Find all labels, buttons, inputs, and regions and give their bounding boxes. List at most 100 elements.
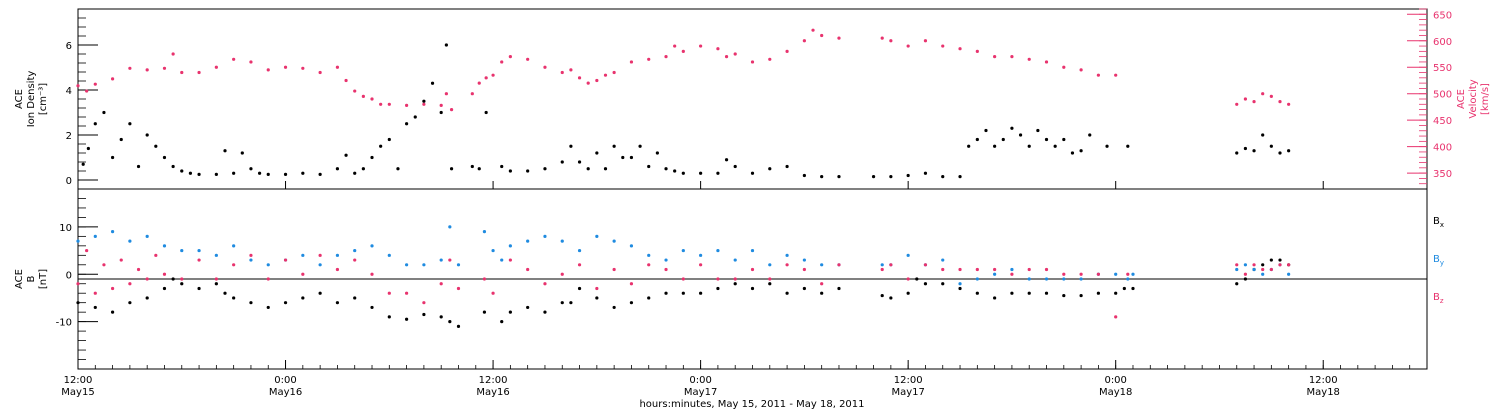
bx-point [802, 286, 806, 291]
density-point [444, 43, 448, 47]
by-point [1235, 267, 1239, 272]
density-tick-label-1: 2 [66, 131, 72, 142]
density-point [335, 167, 340, 171]
bx-point [923, 282, 928, 286]
density-point [1018, 133, 1023, 137]
bz-point [180, 277, 184, 281]
density-point [837, 175, 841, 179]
bz-point [664, 267, 668, 272]
bx-point [145, 296, 149, 300]
by-point [318, 263, 322, 267]
density-point [283, 172, 288, 176]
velocity-point [93, 82, 97, 86]
bz-point [1027, 267, 1031, 272]
velocity-point [405, 103, 409, 107]
velocity-point [768, 57, 772, 61]
bx-point [681, 291, 685, 295]
density-point [699, 171, 703, 175]
bx-point [837, 286, 841, 291]
density-point [171, 164, 175, 169]
velocity-point [500, 60, 504, 64]
bz-point [102, 263, 106, 267]
density-point [975, 137, 979, 142]
density-point [586, 167, 590, 171]
density-point [1010, 126, 1014, 130]
bz-point [448, 258, 452, 262]
density-point [379, 144, 383, 148]
bz-point [733, 277, 737, 281]
bz-point [249, 253, 253, 257]
bz-point [612, 267, 616, 272]
density-point [621, 155, 625, 160]
bz-point [197, 258, 201, 262]
bz-point [543, 282, 547, 286]
by-point [335, 253, 340, 257]
density-point [102, 110, 106, 115]
velocity-point [1027, 57, 1031, 61]
time-axis-title: hours:minutes, May 15, 2011 - May 18, 20… [639, 399, 864, 410]
by-point [958, 282, 962, 286]
density-point [984, 128, 988, 133]
by-point [560, 239, 564, 243]
density-point [1001, 137, 1005, 142]
by-point [214, 253, 218, 257]
velocity-point [820, 33, 824, 38]
velocity-point [837, 36, 841, 40]
density-tick-label-3: 6 [66, 41, 72, 52]
density-point [449, 167, 454, 171]
bx-points [76, 258, 1291, 328]
density-point [1278, 151, 1282, 155]
density-point [1261, 133, 1265, 137]
time-label-5: 0:00 [1104, 375, 1126, 386]
velocity-point [577, 76, 582, 80]
b-axis-label-1: ACE [14, 269, 25, 289]
date-label-5: May18 [1099, 387, 1132, 398]
bz-point [629, 282, 634, 286]
velocity-point [595, 78, 599, 83]
density-point [405, 122, 409, 126]
density-point [569, 144, 573, 148]
velocity-point [171, 52, 175, 56]
bx-point [266, 305, 270, 310]
density-point [750, 171, 755, 175]
velocity-point [1114, 73, 1118, 77]
b-tick-label-0: -10 [56, 318, 72, 329]
velocity-point [353, 89, 357, 93]
density-point [785, 164, 789, 169]
density-point [1287, 149, 1291, 153]
by-point [1252, 267, 1256, 272]
density-point [993, 144, 997, 148]
bx-point [318, 291, 322, 295]
bz-point [993, 267, 997, 272]
by-point [820, 263, 824, 267]
velocity-point [1269, 94, 1273, 98]
density-point [647, 164, 651, 169]
legend-bx-sub: x [1440, 221, 1444, 229]
velocity-point [180, 70, 184, 75]
velocity-tick-label-5: 600 [1433, 37, 1452, 48]
velocity-point [603, 73, 608, 77]
bz-point [119, 258, 123, 262]
legend-by-sub: y [1440, 259, 1444, 267]
velocity-point [975, 49, 979, 53]
velocity-point [318, 70, 322, 75]
bx-point [405, 317, 409, 321]
density-point [344, 153, 348, 157]
by-point [456, 263, 461, 267]
velocity-point [491, 73, 495, 77]
density-point [162, 155, 167, 160]
bx-point [1261, 263, 1265, 267]
bz-point [1079, 272, 1083, 276]
density-point [655, 151, 659, 155]
bz-point [1235, 263, 1239, 267]
density-point [301, 171, 305, 175]
velocity-tick-label-4: 550 [1433, 63, 1452, 74]
bz-point [820, 282, 824, 286]
by-point [301, 253, 305, 257]
velocity-point [1079, 68, 1083, 72]
bx-point [1079, 293, 1083, 298]
bx-point [958, 286, 962, 291]
density-point [1126, 144, 1130, 148]
bx-point [1114, 291, 1118, 295]
